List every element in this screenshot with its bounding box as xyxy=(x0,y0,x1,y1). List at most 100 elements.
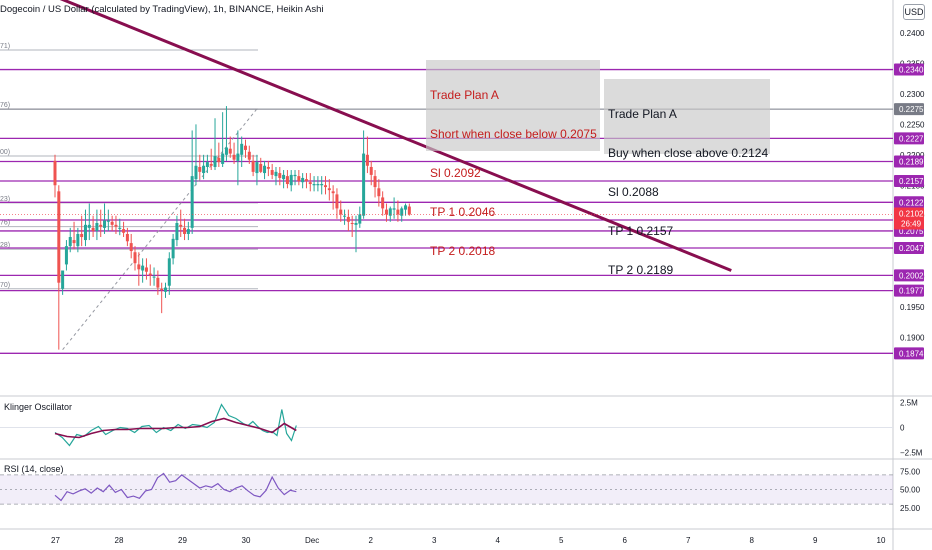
price-level-badge[interactable] xyxy=(894,269,924,282)
candle-body[interactable] xyxy=(95,223,99,231)
trend-line[interactable] xyxy=(55,0,732,272)
candle-body[interactable] xyxy=(400,208,404,216)
candle-body[interactable] xyxy=(350,223,354,225)
candle-body[interactable] xyxy=(179,224,183,227)
candle-body[interactable] xyxy=(148,273,152,276)
candle-body[interactable] xyxy=(224,147,228,155)
price-level-badge[interactable] xyxy=(894,196,924,209)
candle-body[interactable] xyxy=(137,264,141,270)
candle-body[interactable] xyxy=(91,227,95,231)
price-level-badge[interactable] xyxy=(894,103,924,116)
candle-body[interactable] xyxy=(381,197,385,209)
candle-body[interactable] xyxy=(266,166,270,169)
candle-body[interactable] xyxy=(396,209,400,215)
candle-body[interactable] xyxy=(217,157,221,163)
candle-body[interactable] xyxy=(129,243,133,252)
candle-body[interactable] xyxy=(373,176,377,188)
candle-body[interactable] xyxy=(186,229,190,234)
candle-body[interactable] xyxy=(331,191,335,194)
candle-body[interactable] xyxy=(163,287,167,292)
candle-body[interactable] xyxy=(293,174,297,177)
candle-body[interactable] xyxy=(83,224,87,241)
current-price-badge[interactable] xyxy=(894,207,924,230)
candle-body[interactable] xyxy=(202,165,206,174)
candle-body[interactable] xyxy=(377,188,381,197)
candle-body[interactable] xyxy=(308,182,312,185)
candle-body[interactable] xyxy=(183,227,187,234)
price-level-badge[interactable] xyxy=(894,174,924,187)
candle-body[interactable] xyxy=(324,185,328,188)
candle-body[interactable] xyxy=(339,209,343,215)
candle-body[interactable] xyxy=(240,143,244,155)
candle-body[interactable] xyxy=(384,209,388,215)
candle-body[interactable] xyxy=(122,229,126,233)
candle-body[interactable] xyxy=(175,223,179,241)
candle-body[interactable] xyxy=(118,227,122,229)
candle-body[interactable] xyxy=(388,208,392,216)
candle-body[interactable] xyxy=(244,145,247,150)
candle-body[interactable] xyxy=(270,170,274,175)
candle-body[interactable] xyxy=(125,233,129,242)
candle-body[interactable] xyxy=(133,252,137,264)
candle-body[interactable] xyxy=(343,215,347,217)
candle-body[interactable] xyxy=(156,277,160,288)
candle-body[interactable] xyxy=(103,220,107,228)
candle-body[interactable] xyxy=(80,233,84,238)
candle-body[interactable] xyxy=(232,154,236,160)
candle-body[interactable] xyxy=(72,240,76,244)
candle-body[interactable] xyxy=(213,156,217,167)
candle-body[interactable] xyxy=(221,153,225,164)
candle-body[interactable] xyxy=(106,220,110,222)
candle-body[interactable] xyxy=(53,160,57,186)
candle-body[interactable] xyxy=(205,162,209,167)
candle-body[interactable] xyxy=(278,173,282,178)
candle-body[interactable] xyxy=(282,174,286,180)
candle-body[interactable] xyxy=(152,276,156,278)
candle-body[interactable] xyxy=(404,205,408,210)
candle-body[interactable] xyxy=(64,246,68,265)
candle-body[interactable] xyxy=(289,174,293,186)
candle-body[interactable] xyxy=(354,223,358,225)
candle-body[interactable] xyxy=(87,224,91,228)
klinger-signal-line[interactable] xyxy=(54,417,297,439)
candle-body[interactable] xyxy=(160,288,164,290)
candle-body[interactable] xyxy=(274,171,278,177)
candle-body[interactable] xyxy=(68,237,72,247)
candle-body[interactable] xyxy=(57,191,61,283)
candle-body[interactable] xyxy=(369,166,373,175)
candle-body[interactable] xyxy=(209,163,213,166)
candle-body[interactable] xyxy=(263,165,267,174)
candle-body[interactable] xyxy=(190,176,194,228)
candle-body[interactable] xyxy=(407,206,411,215)
candle-body[interactable] xyxy=(327,188,331,191)
candle-body[interactable] xyxy=(110,221,114,225)
price-level-badge[interactable] xyxy=(894,132,924,145)
price-level-badge[interactable] xyxy=(894,155,924,168)
candle-body[interactable] xyxy=(99,224,103,227)
candle-body[interactable] xyxy=(358,214,362,224)
price-level-badge[interactable] xyxy=(894,284,924,297)
price-level-badge[interactable] xyxy=(894,241,924,254)
trade-plan-long-note[interactable]: Trade Plan A Buy when close above 0.2124… xyxy=(604,79,770,277)
candle-body[interactable] xyxy=(362,153,366,216)
candle-body[interactable] xyxy=(61,270,65,289)
candle-body[interactable] xyxy=(259,163,263,172)
candle-body[interactable] xyxy=(144,267,148,272)
trade-plan-short-note[interactable]: Trade Plan A Short when close below 0.20… xyxy=(426,60,600,258)
candle-body[interactable] xyxy=(312,184,316,186)
candle-body[interactable] xyxy=(335,194,339,209)
candle-body[interactable] xyxy=(167,258,171,286)
candle-body[interactable] xyxy=(297,176,301,181)
currency-badge[interactable]: USD xyxy=(903,4,925,20)
candle-body[interactable] xyxy=(228,148,232,154)
candle-body[interactable] xyxy=(251,160,255,172)
candle-body[interactable] xyxy=(255,162,259,174)
candle-body[interactable] xyxy=(76,233,80,247)
candle-body[interactable] xyxy=(365,154,369,166)
candle-body[interactable] xyxy=(198,166,202,172)
candle-body[interactable] xyxy=(285,176,289,185)
candle-body[interactable] xyxy=(114,224,118,227)
candle-body[interactable] xyxy=(392,208,396,210)
price-level-badge[interactable] xyxy=(894,347,924,360)
candle-body[interactable] xyxy=(316,184,320,186)
